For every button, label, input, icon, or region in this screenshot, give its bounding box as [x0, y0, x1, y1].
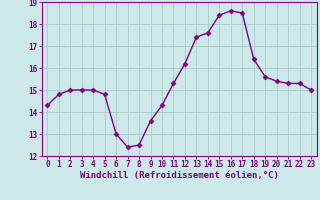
X-axis label: Windchill (Refroidissement éolien,°C): Windchill (Refroidissement éolien,°C) — [80, 171, 279, 180]
